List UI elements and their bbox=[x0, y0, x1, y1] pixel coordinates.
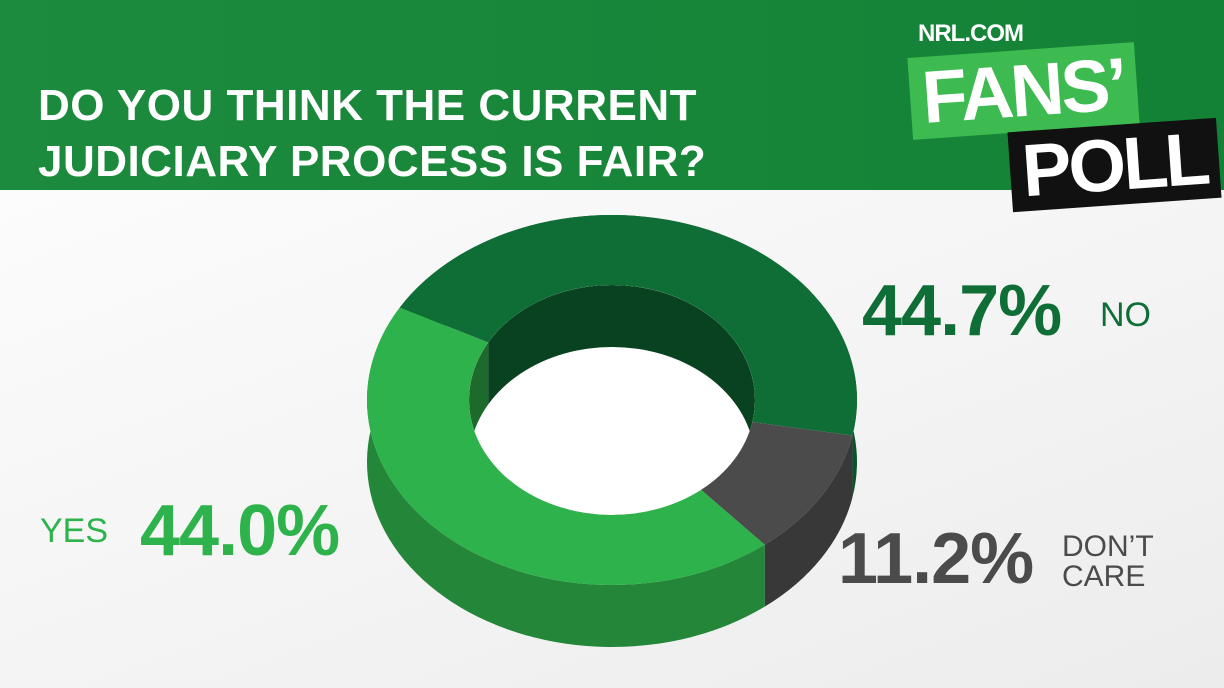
category-label: DON’T CARE bbox=[1062, 530, 1154, 593]
value-label: 44.7% bbox=[862, 271, 1062, 351]
donut-slice bbox=[366, 307, 765, 586]
category-label: YES bbox=[40, 512, 109, 550]
value-label: 44.0% bbox=[140, 491, 340, 571]
site-name: NRL.COM bbox=[918, 20, 1024, 47]
donut-side bbox=[366, 307, 765, 648]
donut-slice bbox=[701, 422, 853, 545]
category-label: NO bbox=[1100, 296, 1151, 334]
donut-side bbox=[764, 435, 853, 607]
donut-slice bbox=[399, 215, 857, 436]
chart-title: DO YOU THINK THE CURRENT JUDICIARY PROCE… bbox=[38, 81, 707, 186]
donut-inner-wall bbox=[488, 285, 755, 485]
value-label: 11.2% bbox=[838, 519, 1034, 599]
